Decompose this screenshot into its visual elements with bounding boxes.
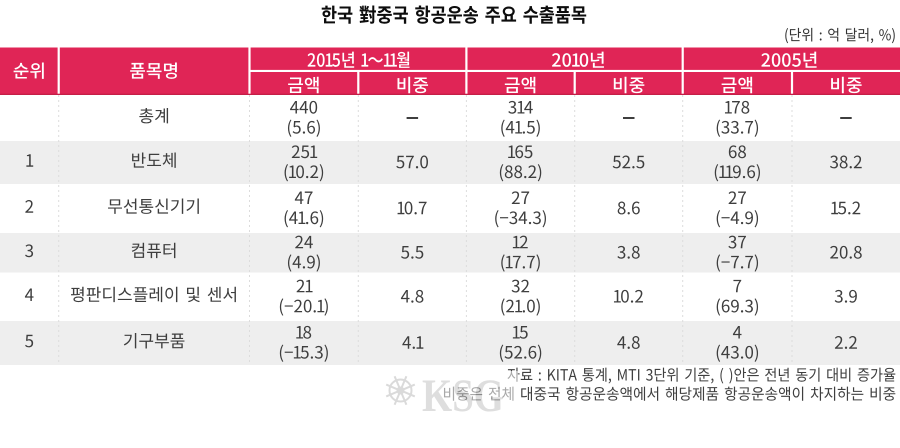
svg-text:KSG: KSG [422,370,504,422]
